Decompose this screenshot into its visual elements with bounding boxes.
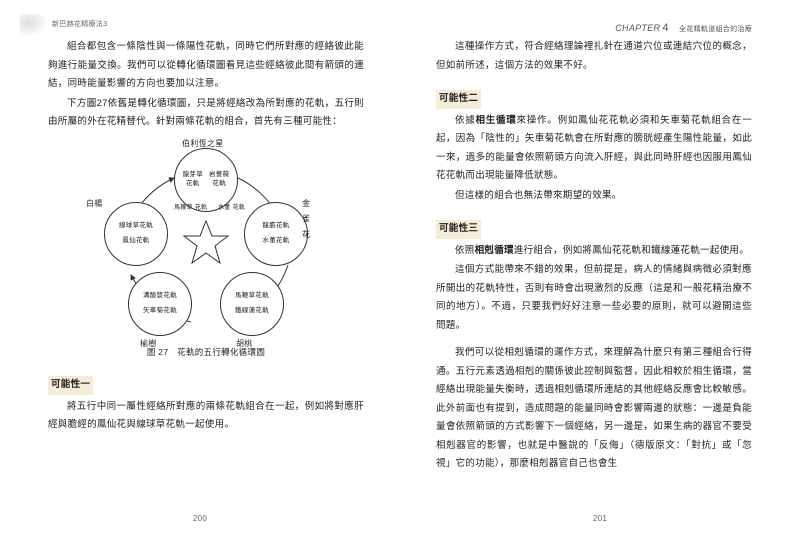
- node-text: 水堇花軌: [262, 237, 289, 245]
- node-text: 鐵線蓮花軌: [235, 307, 269, 315]
- five-element-diagram: 龍芽草 花軌岩薔薇 花軌 線球草花軌 鳳仙花軌 龍膽花軌 水堇花軌 溝酸漿花軌 …: [96, 140, 316, 340]
- diagram-label: 白楊: [86, 196, 103, 212]
- page-number: 200: [0, 511, 400, 527]
- figure-caption: 圖 27 花軌的五行轉化循環圖: [48, 344, 364, 361]
- diagram-label: 伯利恆之星: [182, 136, 224, 152]
- node-text: 溝酸漿花軌: [143, 292, 177, 300]
- node-text: 線球草花軌: [119, 222, 153, 230]
- node-text: 龍芽草 花軌: [183, 171, 203, 188]
- header-logo: [20, 14, 48, 36]
- chapter-header: CHAPTER4 全花精軌道組合的治療: [615, 18, 752, 39]
- para: 組合都包含一條陰性與一條陽性花軌，同時它們所對應的經絡彼此能夠進行能量交換。我們…: [48, 38, 364, 94]
- diagram-label: 胡桃: [236, 336, 253, 352]
- inner-text: 水堇 花軌: [218, 205, 245, 212]
- node-text: 龍膽花軌: [262, 222, 289, 230]
- para: 但這樣的組合也無法帶來期望的效果。: [436, 187, 752, 206]
- para: 將五行中同一屬性經絡所對應的兩條花軌組合在一起，例如將對應肝經與膽經的鳳仙花與線…: [48, 398, 364, 435]
- diagram-label: 金雀花: [302, 196, 316, 243]
- section-heading: 可能性一: [48, 376, 93, 395]
- para: 依照相剋循環進行組合，例如將鳳仙花花軌和鐵線蓮花軌一起使用。: [436, 242, 752, 261]
- node-text: 矢車菊花軌: [143, 307, 177, 315]
- para: 依據相生循環來操作。例如鳳仙花花軌必須和矢車菊花軌組合在一起，因為「陰性的」矢車…: [436, 112, 752, 186]
- section-heading: 可能性三: [436, 220, 481, 239]
- para: 這種操作方式，符合經絡理論裡扎針在通道穴位或連結穴位的概念，但如前所述，這個方法…: [436, 38, 752, 75]
- book-title: 新巴赫花精療法3: [52, 18, 107, 32]
- page-number: 201: [400, 511, 800, 527]
- section-heading: 可能性二: [436, 90, 481, 109]
- inner-text: 馬鞭草 花軌: [174, 205, 207, 212]
- para: 我們可以從相剋循環的運作方式，來理解為什麼只有第三種組合行得通。五行元素透過相剋…: [436, 344, 752, 474]
- para: 這個方式能帶來不錯的效果，但前提是，病人的情緒與病徵必須對應所開出的花軌特性，否…: [436, 261, 752, 335]
- node-text: 岩薔薇 花軌: [209, 171, 229, 188]
- para: 下方圖27依舊是轉化循環圖，只是將經絡改為所對應的花軌，五行則由所屬的外在花精替…: [48, 95, 364, 132]
- node-text: 鳳仙花軌: [122, 237, 149, 245]
- node-text: 馬鞭草花軌: [235, 292, 269, 300]
- diagram-label: 榆樹: [140, 336, 157, 352]
